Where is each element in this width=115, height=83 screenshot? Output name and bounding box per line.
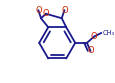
Text: O: O [90, 32, 97, 41]
Text: O: O [61, 6, 67, 15]
Text: O: O [86, 46, 93, 55]
Text: CH₃: CH₃ [101, 30, 113, 36]
Text: O: O [35, 6, 41, 15]
Text: O: O [42, 9, 49, 18]
